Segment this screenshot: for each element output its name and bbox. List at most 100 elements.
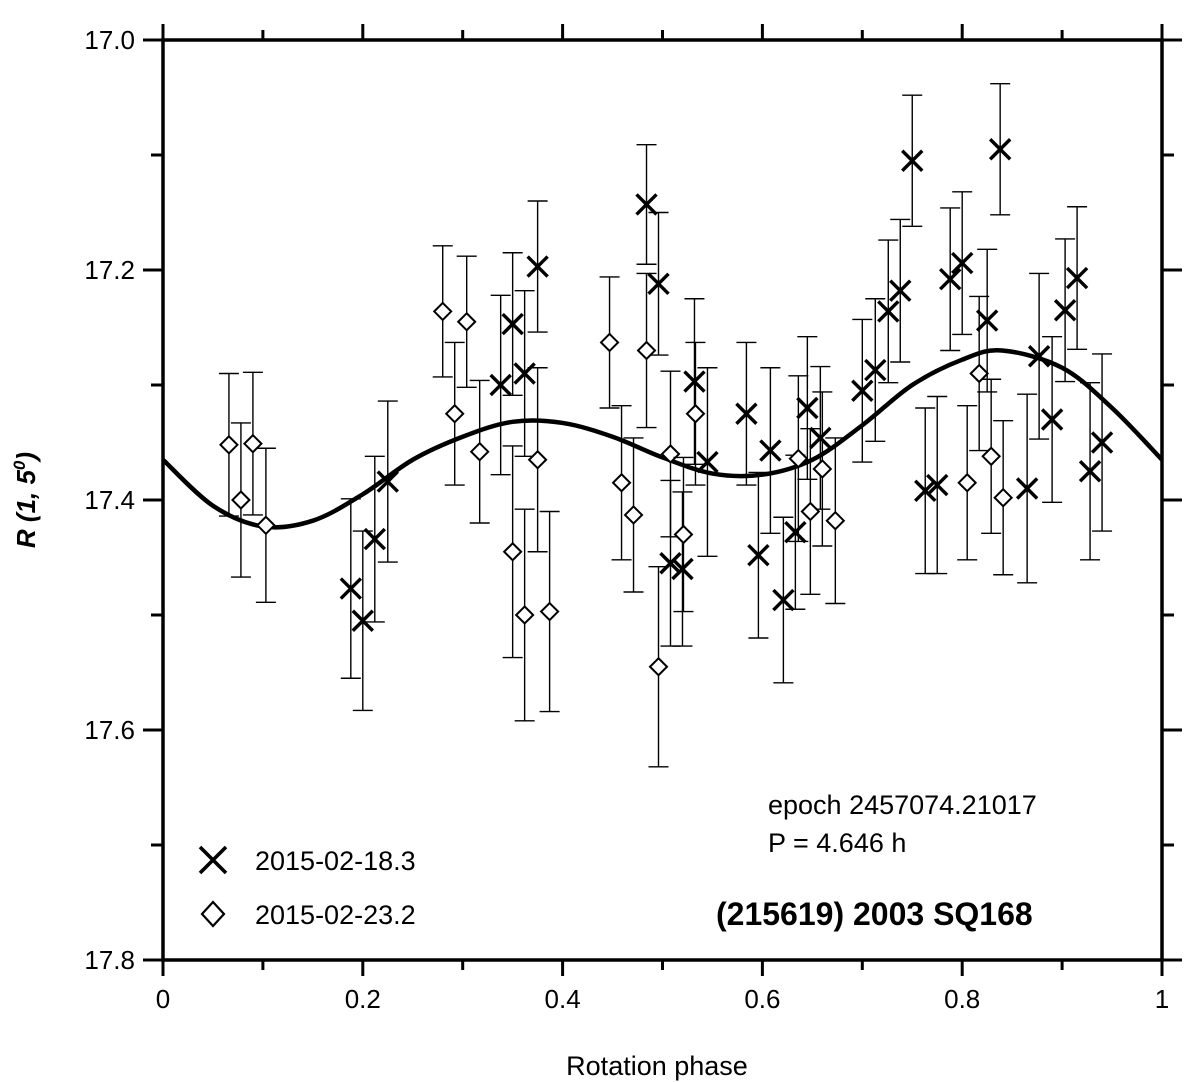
period-annotation: P = 4.646 h [768,828,906,858]
x-stroke-2 [376,470,399,493]
x-tick-label: 0.6 [744,984,780,1014]
data-point-x [950,251,974,275]
x-stroke-2 [647,272,670,296]
data-point-x [351,609,375,632]
object-title: (215619) 2003 SQ168 [716,896,1033,932]
data-point-diamond [993,487,1014,508]
x-tick-label: 0.2 [345,984,381,1014]
legend-marker-x [198,845,228,875]
plot-frame [161,38,1164,962]
x-tick-label: 0 [156,984,170,1014]
x-stroke-2 [696,450,719,474]
data-point-x [809,426,832,450]
data-point-diamond [685,403,706,424]
x-stroke-2 [1078,460,1102,483]
x-tick-label: 0.8 [944,984,980,1014]
x-stroke-2 [901,149,924,172]
data-point-x [975,309,999,332]
data-point-x [659,552,682,575]
data-point-x [1015,477,1039,500]
x-stroke-2 [809,426,832,450]
x-stroke-2 [759,439,782,462]
data-point-x [513,362,536,385]
data-point-x [1027,345,1051,368]
x-stroke-2 [526,255,549,278]
x-axis-label: Rotation phase [566,1051,748,1081]
y-axis-label: R (1, 50) [10,452,41,548]
data-point-diamond [219,434,239,455]
data-point-x [735,402,758,425]
x-stroke-2 [735,402,758,425]
legend-label-series-2: 2015-02-23.2 [255,900,416,930]
axes-layer: 0 0.2 0.4 0.6 0.8 1 17.0 17.2 17.4 17.6 17.8 [84,24,1182,1014]
x-stroke-2 [1015,477,1039,500]
y-axis-label-close: ) [11,452,41,464]
data-point-diamond [255,515,276,536]
data-point-diamond [636,340,657,361]
x-stroke-2 [939,267,962,291]
x-stroke-2 [351,609,375,632]
data-point-x [901,149,924,172]
data-point-diamond [514,605,535,625]
data-point-x [1040,408,1064,431]
x-stroke-2 [864,358,887,382]
data-point-x [784,520,807,544]
y-tick-label: 17.0 [84,25,135,55]
data-point-diamond [527,449,548,470]
x-stroke-2 [501,312,524,336]
y-axis-label-main: R (1, 5 [11,470,41,549]
x-stroke-2 [988,138,1012,161]
x-stroke-2 [363,527,386,551]
x-stroke-2 [1040,408,1064,431]
data-point-x [1090,431,1114,454]
data-point-x [988,138,1012,161]
data-point-diamond [444,403,465,424]
data-point-x [696,450,719,474]
data-point-diamond [673,524,694,545]
data-point-x [526,255,549,278]
data-point-x [683,370,706,393]
data-point-x [914,479,937,503]
series-1 [339,82,1114,712]
data-point-x [877,300,900,323]
x-stroke-2 [1090,431,1114,454]
x-stroke-2 [339,577,363,600]
data-point-x [1065,266,1089,290]
data-point-diamond [456,311,477,332]
y-tick-label: 17.6 [84,715,135,745]
data-point-x [747,543,770,567]
data-point-diamond [242,433,263,454]
fit-curve [161,348,1164,530]
data-point-diamond [800,501,821,522]
x-stroke-2 [747,543,770,567]
data-point-x [759,439,782,462]
data-point-diamond [648,656,669,677]
text-layer: Rotation phase R (1, 50) epoch 2457074.2… [10,452,1037,1081]
data-point-x [939,267,962,291]
data-point-diamond [812,459,833,479]
x-stroke-2 [926,473,949,497]
x-stroke-2 [851,379,874,402]
legend-label-series-1: 2015-02-18.3 [255,846,416,876]
data-point-x [489,373,512,397]
data-point-x [796,396,819,420]
legend: 2015-02-18.3 2015-02-23.2 [198,845,416,930]
x-stroke-2 [635,193,658,216]
x-stroke-2 [1053,299,1077,322]
data-point-x [851,379,874,402]
data-point-x [926,473,949,497]
data-point-x [363,527,386,551]
data-point-diamond [231,490,251,510]
data-point-diamond [539,601,560,622]
data-point-x [1053,299,1077,322]
data-point-x [647,272,670,296]
x-stroke-2 [950,251,974,275]
x-stroke-2 [796,396,819,420]
y-axis-label-sup: 0 [10,460,29,470]
y-tick-label: 17.2 [84,255,135,285]
data-point-x [772,588,795,612]
x-stroke-2 [877,300,900,323]
x-stroke-2 [975,309,999,332]
data-point-x [1078,460,1102,483]
x-stroke-2 [784,520,807,544]
